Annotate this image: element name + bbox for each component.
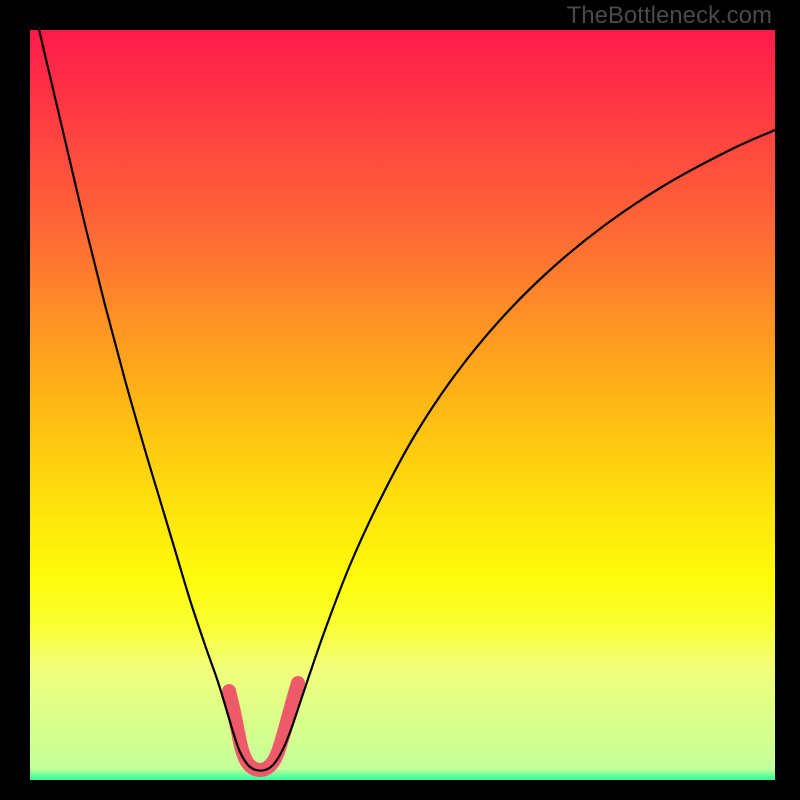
watermark-text: TheBottleneck.com <box>567 2 772 30</box>
main-curve-path <box>30 0 775 771</box>
chart-frame: TheBottleneck.com <box>0 0 800 800</box>
chart-svg <box>0 0 800 800</box>
highlight-path <box>229 683 298 770</box>
